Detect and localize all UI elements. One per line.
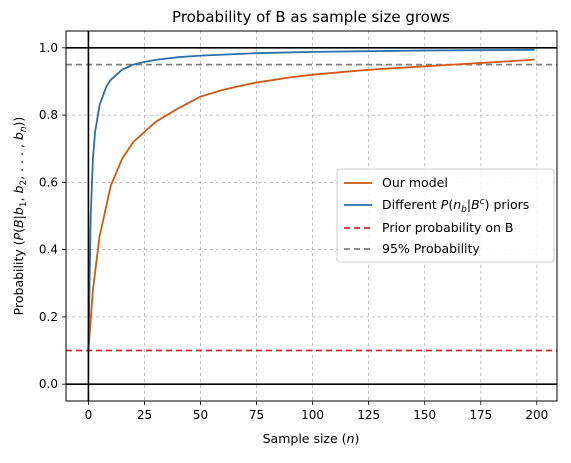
x-tick-label-5: 125 bbox=[357, 408, 380, 422]
x-tick-label-6: 150 bbox=[413, 408, 436, 422]
y-axis-title: Probability (P(B|b1, b2, . . . , bn)) bbox=[11, 117, 29, 316]
x-tick-label-7: 175 bbox=[469, 408, 492, 422]
x-tick-label-3: 75 bbox=[249, 408, 264, 422]
legend: Our model Different P(nb|Bc) priors Prio… bbox=[336, 168, 555, 263]
x-tick-label-1: 25 bbox=[137, 408, 152, 422]
legend-label-95: 95% Probability bbox=[382, 241, 480, 256]
x-axis-title: Sample size (n) bbox=[263, 431, 360, 446]
y-tick-label-4: 0.8 bbox=[39, 108, 58, 122]
chart-title: Probability of B as sample size grows bbox=[172, 8, 450, 26]
x-tick-label-2: 50 bbox=[193, 408, 208, 422]
series-different-priors bbox=[87, 48, 535, 351]
y-tick-label-5: 1.0 bbox=[39, 41, 58, 55]
legend-label-different-priors: Different P(nb|Bc) priors bbox=[382, 197, 529, 215]
reference-lines bbox=[66, 31, 557, 401]
y-tick-label-3: 0.6 bbox=[39, 175, 58, 189]
x-tick-label-0: 0 bbox=[85, 408, 93, 422]
x-axis-ticks: 0 25 50 75 100 125 150 175 200 bbox=[85, 401, 548, 422]
legend-box bbox=[336, 168, 555, 263]
series-our-model bbox=[87, 58, 535, 351]
plot-frame bbox=[65, 30, 558, 402]
x-tick-label-8: 200 bbox=[525, 408, 548, 422]
y-tick-label-2: 0.4 bbox=[39, 243, 58, 257]
series-layer bbox=[66, 48, 557, 352]
y-tick-label-0: 0.0 bbox=[39, 377, 58, 391]
y-axis-ticks: 0.0 0.2 0.4 0.6 0.8 1.0 bbox=[39, 41, 66, 391]
x-tick-label-4: 100 bbox=[301, 408, 324, 422]
y-tick-label-1: 0.2 bbox=[39, 310, 58, 324]
legend-label-prior: Prior probability on B bbox=[382, 220, 513, 235]
legend-label-our-model: Our model bbox=[382, 175, 448, 190]
